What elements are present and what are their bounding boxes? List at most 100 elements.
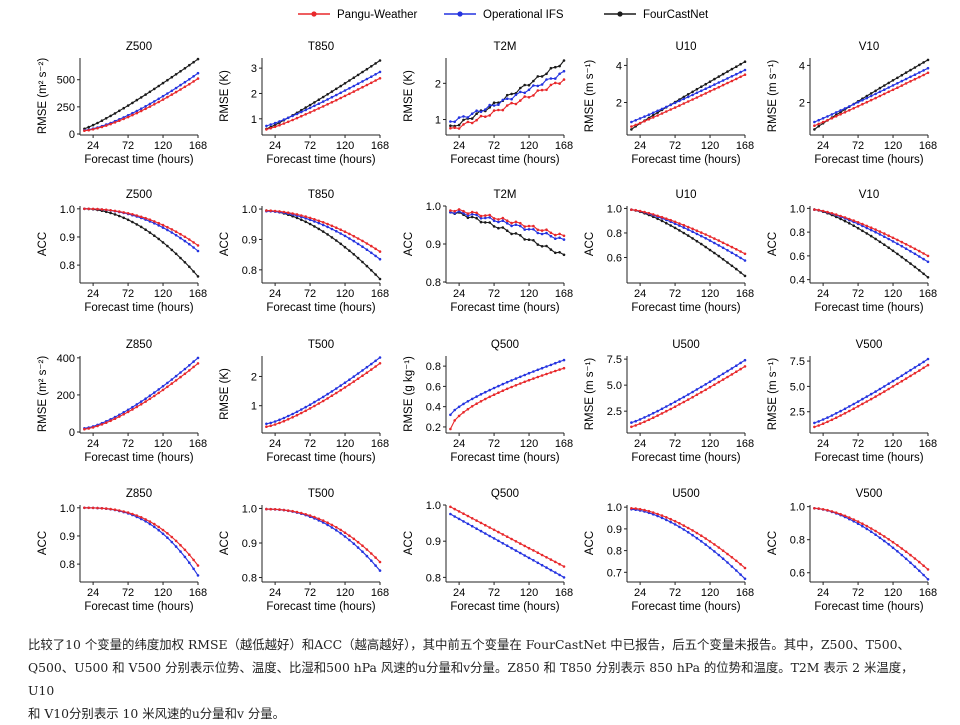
chart-5-point-pangu-weather — [887, 90, 890, 94]
chart-3-point-fourcastnet — [510, 92, 513, 96]
chart-9-point-fourcastnet — [682, 231, 686, 235]
chart-1-point-pangu-weather — [87, 128, 90, 132]
chart-19-point-pangu-weather — [660, 514, 664, 517]
chart-19-title: U500 — [672, 488, 700, 500]
chart-16-point-pangu-weather — [91, 506, 95, 510]
chart-1-point-fourcastnet — [104, 117, 108, 120]
chart-10-point-operational-ifs — [904, 247, 908, 250]
chart-2-point-pangu-weather — [352, 90, 356, 93]
chart-6-point-fourcastnet — [122, 216, 125, 220]
chart-8-point-operational-ifs — [449, 211, 452, 214]
chart-20-point-pangu-weather — [869, 527, 873, 530]
chart-6-point-fourcastnet — [126, 218, 130, 222]
chart-13-point-pangu-weather — [519, 382, 522, 385]
chart-4-point-pangu-weather — [673, 106, 677, 109]
chart-19-y-label: ACC — [584, 531, 596, 555]
chart-12-y-label: RMSE (K) — [219, 368, 231, 420]
chart-3-point-operational-ifs — [492, 104, 496, 107]
chart-13-point-operational-ifs — [470, 397, 474, 401]
chart-18-point-pangu-weather — [510, 537, 513, 541]
chart-16-y-tick-label: 1.0 — [60, 503, 75, 515]
chart-2-point-fourcastnet — [308, 103, 312, 107]
chart-16-point-pangu-weather — [148, 520, 152, 523]
chart-3-point-operational-ifs — [562, 69, 566, 73]
chart-5-point-operational-ifs — [900, 79, 904, 83]
chart-10-point-operational-ifs — [918, 255, 921, 258]
chart-7-title: T850 — [308, 189, 334, 201]
chart-18-point-pangu-weather — [449, 505, 452, 509]
chart-1-point-pangu-weather — [100, 125, 104, 129]
chart-9-point-operational-ifs — [700, 234, 703, 238]
chart-3-point-fourcastnet — [462, 118, 465, 122]
chart-9-point-operational-ifs — [691, 230, 694, 233]
chart-9-point-pangu-weather — [669, 218, 672, 222]
chart-9-y-tick-label: 0.8 — [607, 228, 622, 240]
chart-11-point-pangu-weather — [196, 362, 200, 365]
chart-18-x-tick-label: 24 — [453, 587, 465, 599]
chart-18-point-operational-ifs — [492, 537, 496, 540]
chart-18-point-pangu-weather — [479, 521, 483, 525]
chart-4-point-fourcastnet — [743, 60, 747, 63]
chart-18-point-pangu-weather — [492, 528, 496, 532]
chart-13-x-tick-label: 24 — [453, 438, 465, 450]
chart-2-point-operational-ifs — [343, 89, 347, 92]
chart-20-point-pangu-weather — [922, 564, 925, 567]
chart-20-point-pangu-weather — [883, 535, 886, 538]
chart-11-series-operational-ifs — [83, 356, 200, 430]
chart-8-point-pangu-weather — [457, 208, 461, 211]
chart-7-x-label: Forecast time (hours) — [266, 302, 375, 314]
chart-7-point-pangu-weather — [330, 224, 334, 228]
legend: Pangu-Weather Operational IFS FourCastNe… — [0, 0, 960, 26]
chart-5-point-operational-ifs — [826, 115, 829, 118]
chart-1-point-pangu-weather — [148, 105, 152, 108]
chart-1-point-pangu-weather — [196, 77, 200, 80]
chart-9-point-operational-ifs — [704, 237, 707, 240]
chart-15-point-operational-ifs — [891, 379, 895, 383]
chart-14-point-operational-ifs — [678, 398, 681, 401]
chart-5-point-operational-ifs — [817, 118, 820, 122]
chart-9-y-tick-label: 0.6 — [607, 252, 622, 264]
chart-14-point-operational-ifs — [691, 390, 694, 394]
chart-15-point-operational-ifs — [887, 382, 890, 386]
chart-18-point-pangu-weather — [457, 510, 461, 513]
chart-1-point-pangu-weather — [126, 115, 130, 119]
chart-11-point-operational-ifs — [144, 397, 147, 401]
chart-9-point-operational-ifs — [743, 259, 747, 262]
chart-8-point-pangu-weather — [558, 232, 561, 236]
chart-19-point-pangu-weather — [721, 549, 725, 552]
chart-16-x-label: Forecast time (hours) — [84, 601, 193, 613]
chart-7-point-pangu-weather — [265, 209, 268, 212]
chart-15-point-operational-ifs — [883, 385, 886, 388]
chart-9-point-fourcastnet — [704, 245, 707, 249]
chart-18-point-operational-ifs — [510, 546, 513, 550]
chart-10-point-operational-ifs — [891, 240, 895, 243]
chart-17-point-pangu-weather — [308, 514, 312, 517]
chart-20-point-pangu-weather — [909, 553, 912, 557]
chart-20-y-tick-label: 0.8 — [790, 535, 805, 547]
chart-14-point-pangu-weather — [708, 385, 712, 389]
chart-14-point-operational-ifs — [643, 416, 646, 419]
chart-9-x-tick-label: 72 — [669, 288, 681, 300]
chart-19-point-pangu-weather — [630, 507, 633, 510]
chart-9-point-pangu-weather — [660, 215, 664, 219]
chart-7-point-pangu-weather — [286, 211, 290, 214]
chart-10-point-fourcastnet — [856, 226, 860, 230]
chart-12-y-tick-label: 1 — [251, 401, 257, 413]
chart-7-y-tick-label: 1.0 — [242, 204, 257, 216]
chart-4-point-fourcastnet — [721, 72, 725, 76]
chart-9-point-pangu-weather — [665, 217, 668, 220]
chart-12-point-operational-ifs — [300, 408, 303, 411]
chart-8-point-fourcastnet — [492, 225, 496, 228]
chart-12-point-operational-ifs — [291, 412, 294, 416]
chart-12-point-operational-ifs — [282, 416, 286, 420]
chart-2-point-pangu-weather — [265, 128, 268, 131]
chart-6-point-pangu-weather — [144, 216, 147, 220]
chart-11-point-pangu-weather — [118, 415, 121, 418]
chart-5-point-pangu-weather — [869, 98, 873, 102]
chart-8-point-operational-ifs — [479, 217, 483, 220]
chart-2-point-operational-ifs — [374, 73, 377, 76]
chart-2-point-pangu-weather — [335, 98, 338, 102]
chart-1-point-fourcastnet — [100, 119, 104, 122]
chart-13-point-pangu-weather — [470, 405, 474, 408]
chart-10-line-fourcastnet — [814, 209, 929, 278]
